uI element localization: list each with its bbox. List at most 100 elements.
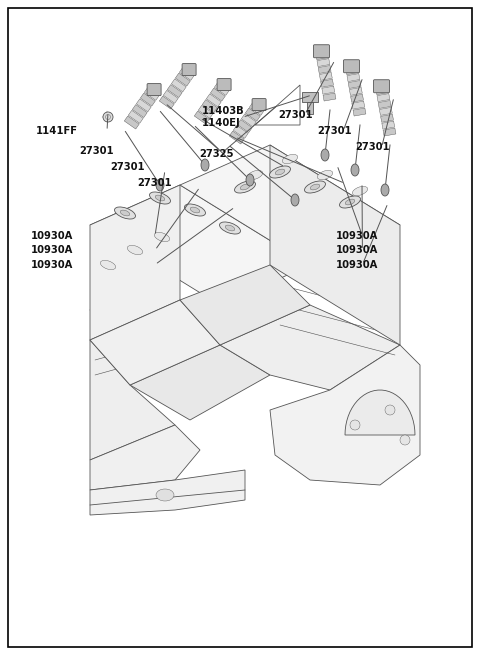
Text: 10930A: 10930A xyxy=(31,245,73,255)
Circle shape xyxy=(350,420,360,430)
Polygon shape xyxy=(180,265,310,345)
Ellipse shape xyxy=(291,194,299,206)
Ellipse shape xyxy=(352,187,368,196)
FancyBboxPatch shape xyxy=(217,79,231,90)
Ellipse shape xyxy=(304,181,325,193)
Ellipse shape xyxy=(127,246,143,255)
FancyBboxPatch shape xyxy=(373,80,389,93)
Text: 10930A: 10930A xyxy=(31,231,73,241)
Text: 10930A: 10930A xyxy=(336,231,378,241)
Polygon shape xyxy=(302,92,318,102)
Text: 1141FF: 1141FF xyxy=(36,126,78,136)
Polygon shape xyxy=(270,345,420,485)
Polygon shape xyxy=(237,120,252,132)
Polygon shape xyxy=(322,86,335,94)
Ellipse shape xyxy=(246,174,254,186)
FancyBboxPatch shape xyxy=(313,45,329,58)
Polygon shape xyxy=(349,87,362,96)
Ellipse shape xyxy=(235,181,255,193)
Text: 10930A: 10930A xyxy=(336,259,378,270)
Polygon shape xyxy=(130,345,270,420)
Polygon shape xyxy=(140,93,155,106)
Polygon shape xyxy=(348,81,361,88)
Polygon shape xyxy=(220,305,400,390)
Text: 27301: 27301 xyxy=(278,109,313,120)
Polygon shape xyxy=(90,470,245,515)
Circle shape xyxy=(400,435,410,445)
Polygon shape xyxy=(202,100,217,113)
Polygon shape xyxy=(270,145,400,345)
Ellipse shape xyxy=(282,155,298,164)
Text: 27301: 27301 xyxy=(317,126,351,136)
Ellipse shape xyxy=(381,184,389,196)
Polygon shape xyxy=(382,121,395,129)
Polygon shape xyxy=(323,93,336,101)
Polygon shape xyxy=(229,131,244,144)
Ellipse shape xyxy=(150,192,170,204)
Polygon shape xyxy=(163,90,178,103)
Ellipse shape xyxy=(155,233,169,242)
Ellipse shape xyxy=(310,184,320,190)
Ellipse shape xyxy=(184,204,205,216)
Text: 27301: 27301 xyxy=(79,145,114,156)
Text: 10930A: 10930A xyxy=(31,259,73,270)
Polygon shape xyxy=(171,79,186,92)
Polygon shape xyxy=(210,88,225,101)
Ellipse shape xyxy=(270,166,290,178)
Polygon shape xyxy=(316,52,329,60)
Polygon shape xyxy=(317,58,330,67)
FancyBboxPatch shape xyxy=(344,60,360,73)
Polygon shape xyxy=(321,79,334,87)
Ellipse shape xyxy=(190,207,200,213)
Polygon shape xyxy=(347,73,360,82)
Polygon shape xyxy=(168,84,182,98)
Circle shape xyxy=(385,405,395,415)
Ellipse shape xyxy=(155,195,165,201)
Text: 27325: 27325 xyxy=(199,149,234,159)
Polygon shape xyxy=(245,108,260,121)
Polygon shape xyxy=(376,86,389,95)
Ellipse shape xyxy=(275,169,285,175)
Ellipse shape xyxy=(120,210,130,216)
Polygon shape xyxy=(194,111,209,124)
Polygon shape xyxy=(241,114,256,127)
Polygon shape xyxy=(124,116,139,129)
Polygon shape xyxy=(90,425,200,490)
Ellipse shape xyxy=(339,196,360,208)
Polygon shape xyxy=(378,100,391,109)
Ellipse shape xyxy=(240,184,250,190)
Polygon shape xyxy=(159,96,174,109)
Text: 27301: 27301 xyxy=(355,142,390,153)
Polygon shape xyxy=(180,67,194,81)
Ellipse shape xyxy=(351,164,359,176)
Polygon shape xyxy=(90,340,175,460)
Polygon shape xyxy=(90,185,180,340)
Polygon shape xyxy=(377,94,390,102)
Polygon shape xyxy=(198,105,213,119)
FancyBboxPatch shape xyxy=(147,84,161,96)
Polygon shape xyxy=(307,102,313,114)
Polygon shape xyxy=(175,73,190,86)
Ellipse shape xyxy=(156,179,164,191)
Text: 11403B: 11403B xyxy=(202,106,244,117)
Polygon shape xyxy=(128,110,143,123)
Polygon shape xyxy=(353,108,366,116)
Polygon shape xyxy=(233,125,248,138)
Polygon shape xyxy=(215,83,229,96)
Polygon shape xyxy=(346,67,359,75)
Polygon shape xyxy=(90,300,220,385)
Polygon shape xyxy=(318,66,331,73)
Polygon shape xyxy=(350,94,363,102)
Circle shape xyxy=(103,112,113,122)
Polygon shape xyxy=(383,128,396,136)
Polygon shape xyxy=(144,87,159,100)
FancyBboxPatch shape xyxy=(182,64,196,75)
Ellipse shape xyxy=(115,207,135,219)
Polygon shape xyxy=(381,114,394,122)
Polygon shape xyxy=(132,105,147,117)
Ellipse shape xyxy=(201,159,209,171)
Ellipse shape xyxy=(317,170,333,179)
Ellipse shape xyxy=(345,199,355,205)
Ellipse shape xyxy=(247,170,263,179)
Text: 1140EJ: 1140EJ xyxy=(202,118,240,128)
